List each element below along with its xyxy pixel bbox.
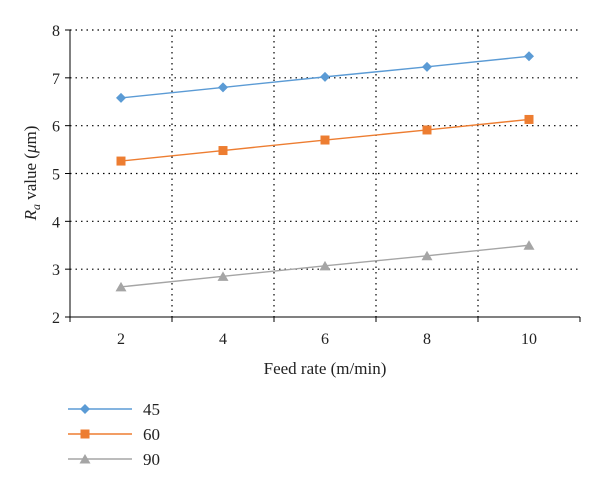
data-point-45 <box>320 71 330 82</box>
legend-label: 60 <box>143 425 160 444</box>
x-tick-label: 2 <box>117 331 125 348</box>
legend-marker <box>80 429 90 439</box>
y-tick-label: 2 <box>52 310 60 327</box>
y-axis-title: Ra value (μm) <box>21 126 43 222</box>
data-point-90 <box>421 250 433 261</box>
y-tick-label: 8 <box>52 23 60 40</box>
legend-marker <box>79 454 91 464</box>
data-point-45 <box>218 82 228 93</box>
series-45 <box>116 51 534 103</box>
legend-label: 90 <box>143 450 160 469</box>
data-point-90 <box>319 260 331 271</box>
data-point-45 <box>422 61 432 72</box>
x-tick-label: 6 <box>321 331 329 348</box>
data-point-90 <box>217 271 229 281</box>
series-60 <box>116 114 534 166</box>
y-tick-label: 3 <box>52 262 60 279</box>
legend-marker <box>80 404 90 414</box>
legend: 45 60 90 <box>68 400 160 469</box>
y-tick-labels: 2 3 4 5 6 7 8 <box>52 23 70 327</box>
series-90 <box>115 240 535 292</box>
grid <box>70 29 580 317</box>
data-point-60 <box>116 156 126 166</box>
data-point-60 <box>320 135 330 145</box>
x-tick-labels: 2 4 6 8 10 <box>69 317 581 348</box>
data-point-60 <box>524 114 534 124</box>
y-axis-title-unit: m) <box>21 126 40 145</box>
y-axis-title-sub: a <box>29 204 43 210</box>
data-point-60 <box>422 125 432 135</box>
data-point-90 <box>115 281 127 292</box>
legend-label: 45 <box>143 400 160 419</box>
data-point-90 <box>523 240 535 250</box>
y-axis-title-r: R <box>21 209 40 221</box>
data-point-45 <box>524 51 534 62</box>
x-tick-label: 4 <box>219 331 227 348</box>
y-tick-label: 4 <box>52 214 60 231</box>
data-point-45 <box>116 92 126 103</box>
y-tick-label: 7 <box>52 71 60 88</box>
x-tick-label: 8 <box>423 331 431 348</box>
legend-item-45: 45 <box>68 400 160 419</box>
legend-item-90: 90 <box>68 450 160 469</box>
y-axis-title-mu: μ <box>21 144 40 154</box>
y-tick-label: 6 <box>52 119 60 136</box>
legend-item-60: 60 <box>68 425 160 444</box>
y-tick-label: 5 <box>52 167 60 184</box>
x-axis-title: Feed rate (m/min) <box>264 359 387 378</box>
y-axis-title-rest: value ( <box>21 153 40 204</box>
series <box>115 51 535 292</box>
x-tick-label: 10 <box>521 331 537 348</box>
data-point-60 <box>218 146 228 156</box>
